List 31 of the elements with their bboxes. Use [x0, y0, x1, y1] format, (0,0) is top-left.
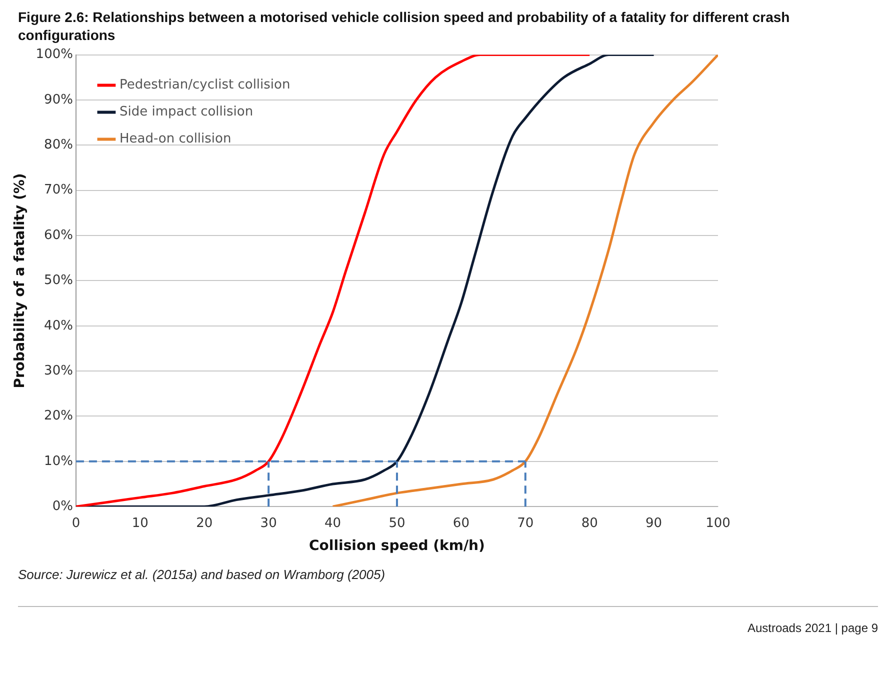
x-tick-label: 20 — [196, 516, 213, 531]
x-tick-label: 30 — [260, 516, 277, 531]
y-axis-title: Probability of a fatality (%) — [12, 173, 28, 388]
y-tick-label: 80% — [44, 138, 73, 153]
line-series — [332, 54, 718, 507]
y-tick-label: 60% — [44, 228, 73, 243]
x-tick-label: 70 — [517, 516, 534, 531]
x-tick-label: 40 — [324, 516, 342, 531]
x-axis-title: Collision speed (km/h) — [309, 538, 485, 554]
y-tick-label: 90% — [44, 92, 73, 108]
x-tick-label: 0 — [72, 516, 80, 531]
x-tick-label: 60 — [452, 516, 470, 531]
y-tick-label: 70% — [44, 182, 73, 198]
legend-label: Pedestrian/cyclist collision — [119, 78, 290, 93]
y-tick-label: 40% — [44, 318, 73, 334]
y-tick-label: 100% — [36, 47, 73, 62]
source-note: Source: Jurewicz et al. (2015a) and based on Wramborg (2005) — [17, 567, 386, 582]
x-tick-label: 100 — [706, 516, 730, 531]
y-tick-label: 30% — [44, 363, 73, 378]
y-tick-label: 10% — [44, 454, 73, 469]
x-tick-label: 50 — [388, 516, 406, 531]
x-tick-label: 80 — [581, 516, 598, 531]
legend-label: Side impact collision — [119, 104, 254, 120]
x-tick-label: 10 — [132, 516, 148, 531]
y-tick-label: 20% — [44, 408, 73, 424]
chart-title: Figure 2.6: Relationships between a motorised vehicle collision speed and probability of a fatality for different crash configurations — [17, 8, 791, 44]
x-tick-label: 90 — [646, 516, 662, 531]
y-tick-label: 0% — [52, 498, 73, 514]
text: Austroads 2021 | page 9 — [746, 621, 879, 635]
y-tick-label: 50% — [44, 273, 73, 288]
legend-label: Head-on collision — [119, 132, 232, 147]
